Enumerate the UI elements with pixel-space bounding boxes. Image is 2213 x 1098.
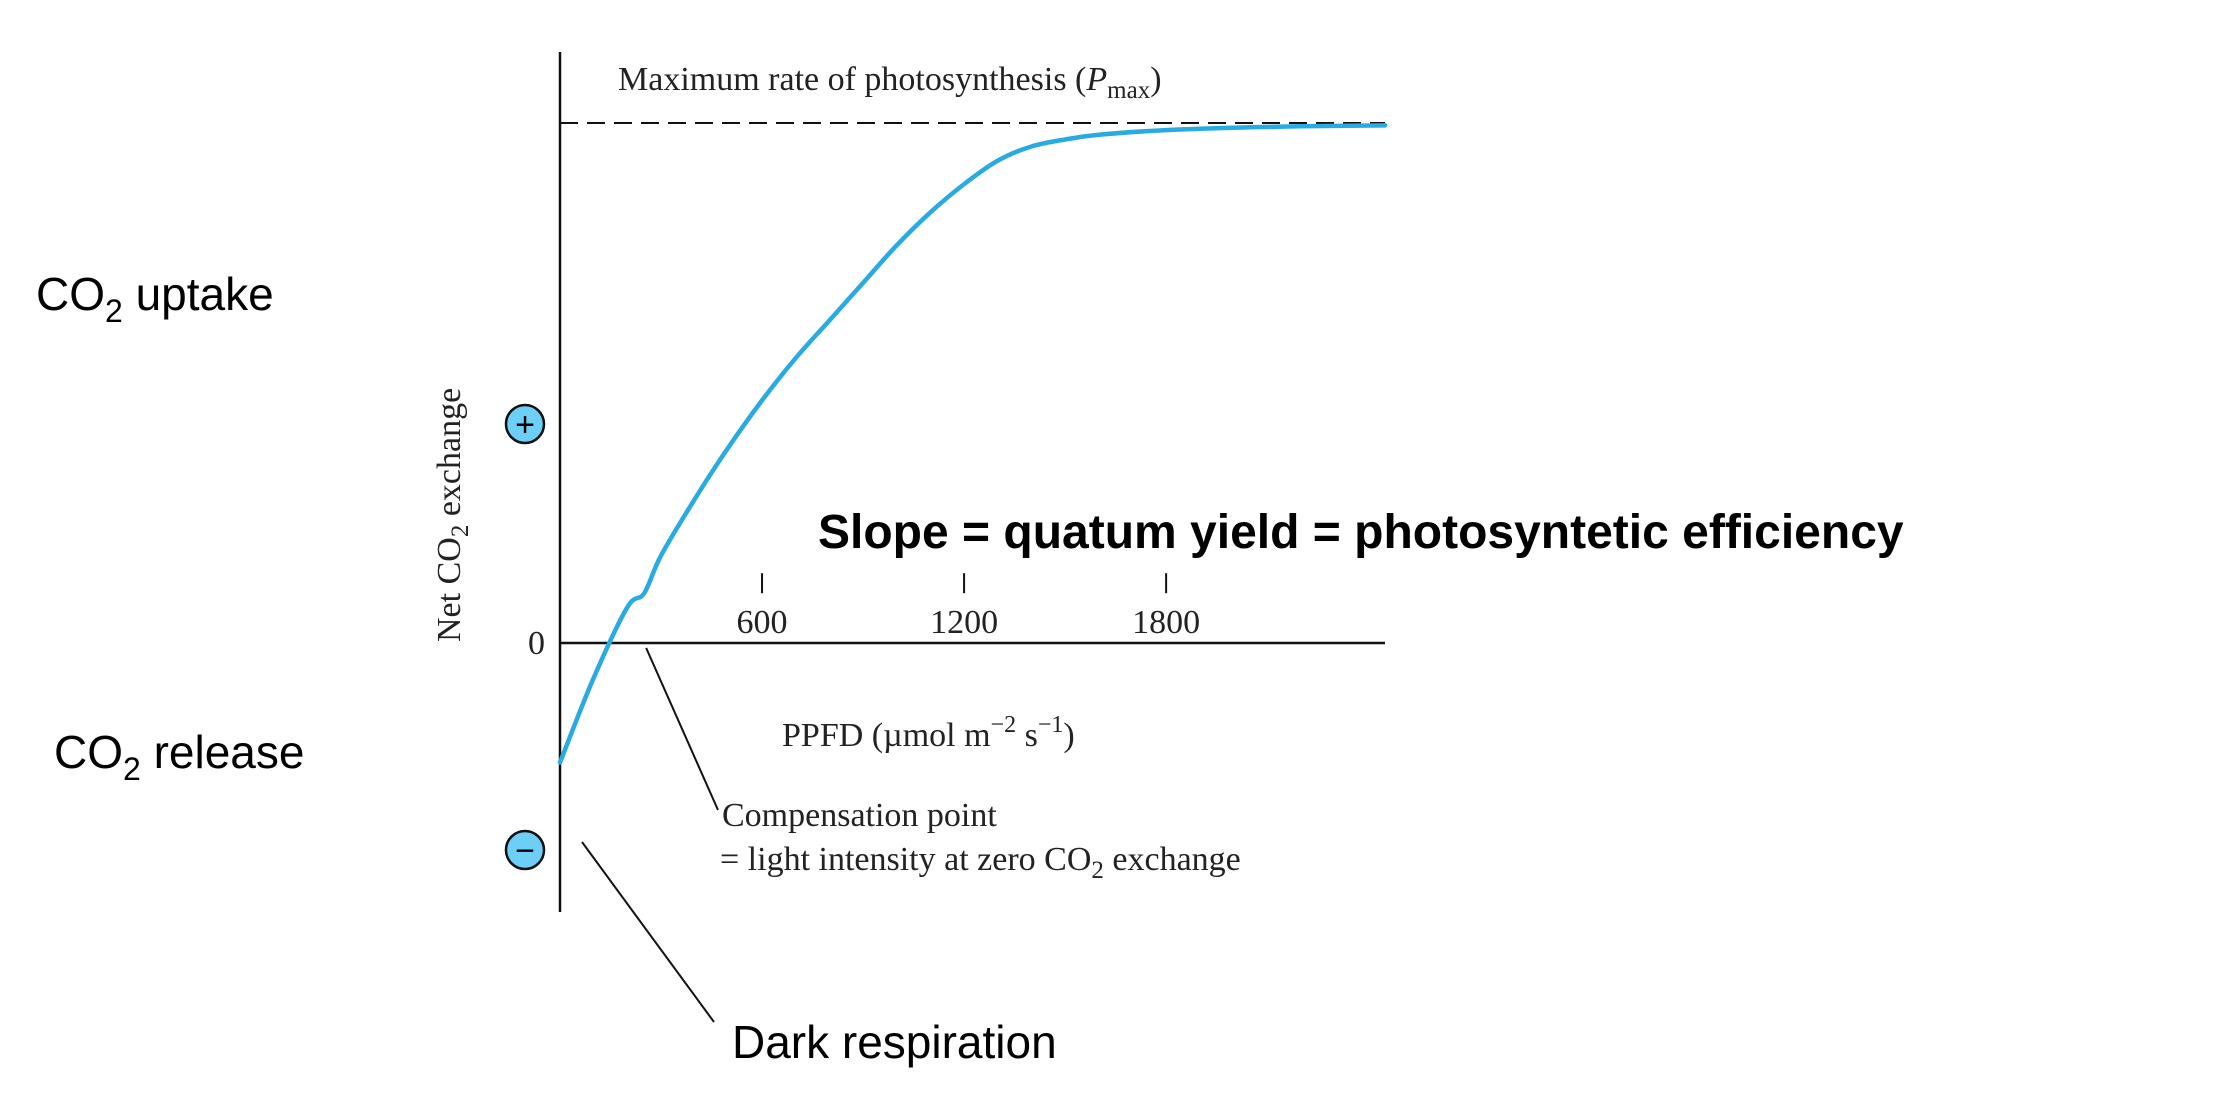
x-tick-label: 1800 bbox=[1132, 604, 1200, 641]
x-axis-label: PPFD (µmol m−2 s−1) bbox=[782, 712, 1075, 754]
co2-uptake-pre: CO bbox=[36, 268, 105, 320]
comp-line2-sub: 2 bbox=[1091, 857, 1104, 884]
co2-uptake-label: CO2 uptake bbox=[36, 268, 274, 329]
compensation-point-leader bbox=[645, 647, 719, 811]
co2-release-label: CO2 release bbox=[54, 726, 304, 787]
x-tick-label: 600 bbox=[737, 604, 788, 641]
x-tick-group: 600 1200 1800 bbox=[737, 573, 1200, 641]
y-axis-label: Net CO2 exchange bbox=[431, 388, 474, 642]
minus-marker: − bbox=[504, 829, 546, 871]
pmax-label-end: ) bbox=[1150, 61, 1161, 98]
comp-line2-post: exchange bbox=[1104, 841, 1241, 878]
x-label-mid: s bbox=[1016, 717, 1038, 754]
plus-marker-symbol: + bbox=[515, 406, 535, 444]
plus-marker: + bbox=[504, 403, 546, 445]
co2-uptake-post: uptake bbox=[123, 268, 274, 320]
co2-uptake-sub: 2 bbox=[105, 293, 123, 329]
x-label-exp1: −2 bbox=[991, 712, 1017, 738]
y-label-post: exchange bbox=[431, 388, 468, 525]
x-label-exp2: −1 bbox=[1038, 712, 1064, 738]
x-label-end: ) bbox=[1063, 717, 1074, 754]
co2-release-post: release bbox=[141, 726, 305, 778]
pmax-label: Maximum rate of photosynthesis (Pmax) bbox=[618, 61, 1162, 104]
y-label-sub: 2 bbox=[447, 525, 474, 538]
pmax-label-sub: max bbox=[1107, 77, 1151, 104]
comp-line2-pre: = light intensity at zero CO bbox=[720, 841, 1091, 878]
co2-release-sub: 2 bbox=[123, 751, 141, 787]
slope-annotation: Slope = quatum yield = photosyntetic eff… bbox=[818, 506, 1904, 559]
series-line-net-co2 bbox=[557, 123, 1388, 765]
x-tick-label: 1200 bbox=[930, 604, 998, 641]
y-tick-zero: 0 bbox=[528, 625, 545, 662]
compensation-point-line2: = light intensity at zero CO2 exchange bbox=[720, 841, 1241, 884]
pmax-label-text: Maximum rate of photosynthesis ( bbox=[618, 61, 1086, 98]
x-label-base: PPFD (µmol m bbox=[782, 717, 991, 754]
pmax-label-var: P bbox=[1085, 61, 1107, 98]
co2-release-pre: CO bbox=[54, 726, 123, 778]
dark-respiration-label: Dark respiration bbox=[732, 1016, 1057, 1068]
y-label-pre: Net CO bbox=[431, 537, 468, 642]
compensation-point-line1: Compensation point bbox=[722, 797, 997, 834]
minus-marker-symbol: − bbox=[515, 832, 535, 870]
dark-respiration-leader bbox=[581, 841, 715, 1023]
